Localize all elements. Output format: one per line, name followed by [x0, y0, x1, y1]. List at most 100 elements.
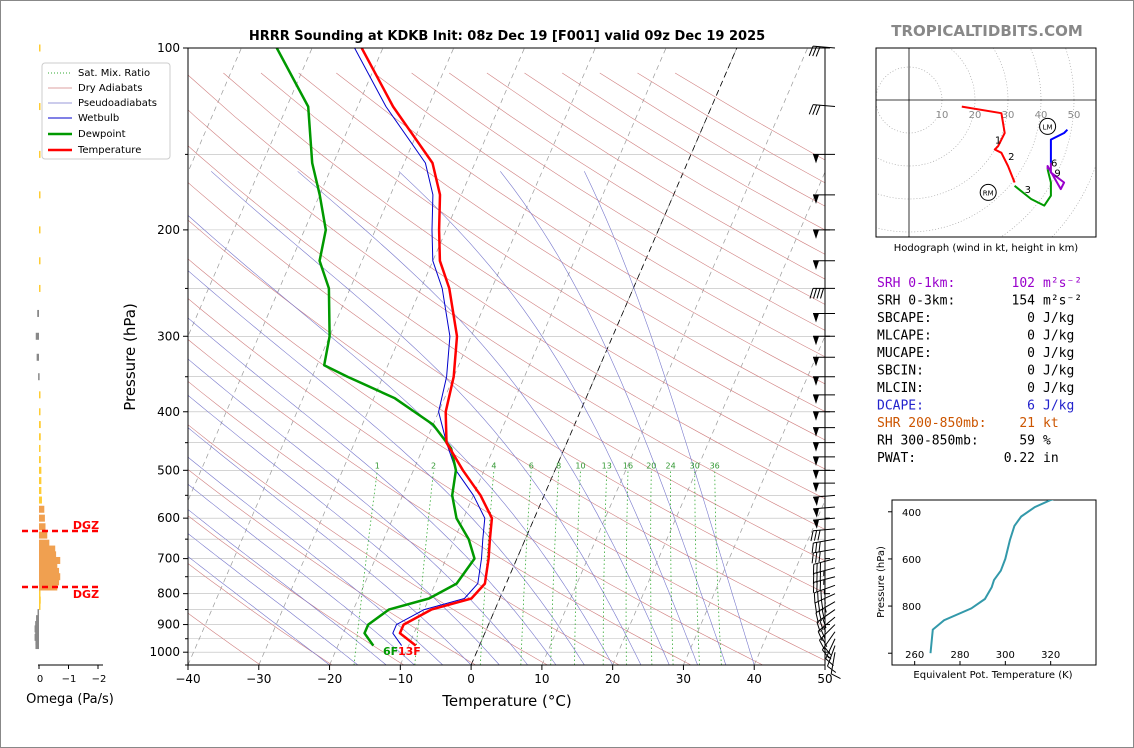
hodograph-height-label: 3: [1025, 185, 1031, 196]
dry-adiabat-line: [188, 298, 763, 665]
skewt-ticks: −40 −30 −20 −10 0 10 20 30 40 50 100 200 300 400 500 60…: [149, 41, 832, 686]
barb-flag: [813, 592, 816, 604]
barb-half-flag: [823, 626, 827, 632]
omega-bar: [39, 505, 45, 513]
dewpoint-series-line: [275, 48, 476, 647]
y-tick-label: 300: [157, 329, 180, 343]
moist-adiabat-line: [188, 509, 387, 665]
index-label: MLCAPE:: [877, 329, 932, 344]
dry-adiabat-line: [188, 258, 825, 661]
omega-bar: [39, 496, 42, 504]
index-unit: in: [1043, 451, 1059, 466]
wind-barb: [817, 616, 836, 642]
barb-staff: [813, 528, 836, 532]
omega-bar: [39, 257, 41, 265]
barb-staff: [813, 558, 836, 565]
index-value: 59: [1019, 434, 1035, 449]
omega-bar: [39, 583, 58, 591]
y-tick-label: 600: [157, 511, 180, 525]
moist-adiabat-line: [500, 171, 727, 665]
barb-flag: [815, 612, 819, 623]
barb-flag: [819, 562, 822, 573]
index-label: SHR 200-850mb:: [877, 416, 987, 431]
barb-pennant: [813, 427, 819, 437]
x-tick-label: −10: [388, 672, 413, 686]
isotherm-line: [188, 48, 313, 338]
omega-bar: [39, 191, 41, 199]
wind-barb: [808, 104, 836, 116]
omega-bar: [39, 433, 41, 441]
y-tick-label: 400: [157, 405, 180, 419]
x-tick-label: 0: [467, 672, 475, 686]
moist-adiabat-line: [188, 394, 500, 665]
index-label: MLCIN:: [877, 381, 924, 396]
isotherm-line: [683, 335, 825, 665]
barb-staff: [813, 104, 836, 108]
x-tick-label: −20: [317, 672, 342, 686]
barb-flag: [818, 610, 822, 622]
omega-bar: [35, 637, 39, 645]
barb-flag: [815, 105, 821, 116]
wind-barb: [813, 584, 836, 604]
index-label: PWAT:: [877, 451, 916, 466]
hodograph-ring-label: 40: [1035, 110, 1048, 121]
x-tick-label: 50: [817, 672, 832, 686]
theta-e-frame: [891, 499, 1097, 666]
wind-barb: [813, 442, 835, 452]
wetbulb-series-line: [354, 48, 486, 646]
index-value: 0: [1027, 346, 1035, 361]
wind-barb: [813, 482, 835, 493]
barb-flag: [816, 622, 821, 633]
omega-bar: [39, 391, 41, 399]
legend-label: Temperature: [77, 145, 141, 156]
wind-barb: [812, 558, 836, 575]
hodograph-trace: [1046, 162, 1066, 191]
moist-adiabat-line: [398, 171, 698, 665]
wind-barb: [813, 506, 836, 518]
wind-barb: [821, 631, 836, 659]
legend-label: Sat. Mix. Ratio: [78, 68, 150, 79]
omega-bar: [36, 615, 39, 623]
moist-adiabat-line: [188, 427, 472, 665]
barb-flag: [818, 551, 821, 563]
wind-barb: [813, 494, 836, 506]
barb-pennant: [813, 411, 819, 421]
omega-bar: [39, 551, 57, 559]
index-value: 6: [1027, 399, 1035, 414]
omega-bar: [39, 545, 56, 553]
hodograph-rm-label: RM: [983, 189, 994, 197]
hodograph-height-label: 6: [1051, 159, 1057, 170]
wind-barb: [811, 538, 836, 554]
hodograph-height-label: 1: [995, 136, 1001, 147]
legend-box: [41, 62, 171, 160]
theta-e-panel: 260 280 300 320 400 600 800: [888, 499, 1097, 666]
mixing-ratio-line: [574, 470, 581, 665]
hodograph-trace: [961, 105, 1016, 183]
dry-adiabat-line: [188, 339, 692, 665]
wind-barb: [813, 194, 835, 204]
barb-pennant: [813, 508, 820, 518]
barb-flag: [820, 590, 823, 601]
mixing-ratio-label: 30: [690, 461, 700, 470]
barb-flag: [810, 530, 814, 542]
index-label: SBCIN:: [877, 364, 924, 379]
omega-bar: [39, 444, 41, 452]
dry-adiabat-line: [373, 72, 825, 358]
barb-flag: [819, 571, 822, 583]
barb-pennant: [813, 394, 819, 404]
omega-bar: [35, 621, 39, 629]
dry-adiabat-line: [188, 563, 333, 665]
surface-temperature-label: 13F: [398, 645, 421, 658]
y-tick-label: 800: [157, 587, 180, 601]
index-value: 21: [1019, 416, 1035, 431]
wind-barb: [813, 229, 835, 239]
barb-pennant: [813, 260, 819, 270]
barb-flag: [808, 45, 814, 56]
hodograph-caption: Hodograph (wind in kt, height in km): [894, 243, 1079, 254]
barb-pennant: [813, 442, 819, 452]
omega-bar: [39, 531, 48, 539]
barb-staff: [827, 645, 836, 667]
barb-flag: [817, 631, 823, 642]
hodograph-lm-label: LM: [1043, 123, 1053, 131]
